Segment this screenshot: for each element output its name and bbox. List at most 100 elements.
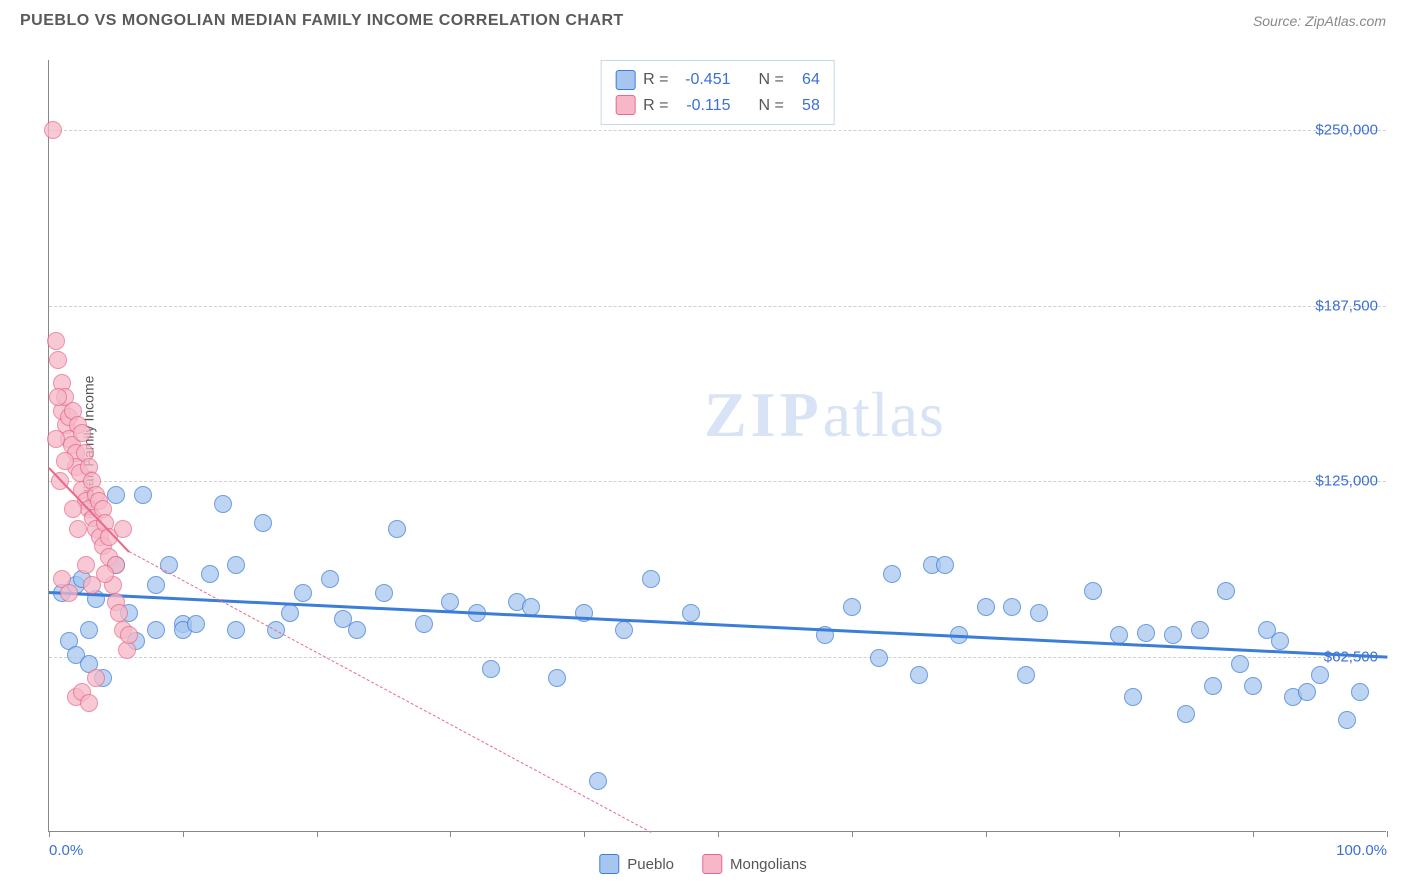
- x-tick-label: 100.0%: [1336, 842, 1387, 859]
- x-tick: [49, 831, 50, 837]
- data-point: [134, 486, 152, 504]
- x-tick: [718, 831, 719, 837]
- data-point: [147, 621, 165, 639]
- legend-r-value: -0.451: [677, 67, 731, 93]
- data-point: [227, 621, 245, 639]
- data-point: [49, 388, 67, 406]
- legend-swatch: [599, 854, 619, 874]
- x-tick: [317, 831, 318, 837]
- data-point: [388, 520, 406, 538]
- data-point: [110, 604, 128, 622]
- legend-n-label: N =: [759, 67, 784, 93]
- legend-swatch: [702, 854, 722, 874]
- data-point: [1017, 666, 1035, 684]
- chart-title: PUEBLO VS MONGOLIAN MEDIAN FAMILY INCOME…: [20, 12, 624, 30]
- data-point: [80, 621, 98, 639]
- legend-r-label: R =: [643, 93, 668, 119]
- legend-label: Pueblo: [627, 856, 674, 873]
- trend-line: [49, 591, 1387, 659]
- data-point: [120, 626, 138, 644]
- data-point: [1311, 666, 1329, 684]
- legend-n-value: 64: [792, 67, 820, 93]
- data-point: [977, 598, 995, 616]
- data-point: [73, 424, 91, 442]
- legend-row: R = -0.451 N = 64: [615, 67, 820, 93]
- data-point: [1231, 655, 1249, 673]
- series-legend: Pueblo Mongolians: [599, 854, 806, 874]
- data-point: [69, 520, 87, 538]
- gridline: [49, 481, 1386, 482]
- legend-swatch: [615, 70, 635, 90]
- data-point: [201, 565, 219, 583]
- data-point: [348, 621, 366, 639]
- data-point: [1204, 677, 1222, 695]
- x-tick: [183, 831, 184, 837]
- x-tick: [852, 831, 853, 837]
- data-point: [187, 615, 205, 633]
- data-point: [47, 430, 65, 448]
- data-point: [682, 604, 700, 622]
- watermark: ZIPatlas: [704, 378, 945, 452]
- data-point: [114, 520, 132, 538]
- legend-swatch: [615, 95, 635, 115]
- data-point: [80, 694, 98, 712]
- gridline: [49, 306, 1386, 307]
- data-point: [1124, 688, 1142, 706]
- data-point: [44, 121, 62, 139]
- data-point: [160, 556, 178, 574]
- x-tick: [450, 831, 451, 837]
- data-point: [49, 351, 67, 369]
- data-point: [883, 565, 901, 583]
- data-point: [214, 495, 232, 513]
- data-point: [1137, 624, 1155, 642]
- legend-n-value: 58: [792, 93, 820, 119]
- data-point: [77, 556, 95, 574]
- legend-r-label: R =: [643, 67, 668, 93]
- scatter-chart: ZIPatlas R =-0.451N =64R =-0.115N =58 $6…: [48, 60, 1386, 832]
- data-point: [870, 649, 888, 667]
- data-point: [910, 666, 928, 684]
- data-point: [1338, 711, 1356, 729]
- x-tick: [986, 831, 987, 837]
- data-point: [227, 556, 245, 574]
- data-point: [1298, 683, 1316, 701]
- data-point: [1271, 632, 1289, 650]
- data-point: [96, 565, 114, 583]
- data-point: [1003, 598, 1021, 616]
- data-point: [47, 332, 65, 350]
- data-point: [589, 772, 607, 790]
- data-point: [56, 452, 74, 470]
- chart-header: PUEBLO VS MONGOLIAN MEDIAN FAMILY INCOME…: [0, 0, 1406, 38]
- legend-n-label: N =: [759, 93, 784, 119]
- data-point: [1191, 621, 1209, 639]
- data-point: [281, 604, 299, 622]
- y-tick-label: $187,500: [1315, 297, 1378, 314]
- data-point: [1084, 582, 1102, 600]
- x-tick: [584, 831, 585, 837]
- x-tick: [1387, 831, 1388, 837]
- legend-item: Pueblo: [599, 854, 674, 874]
- data-point: [1164, 626, 1182, 644]
- data-point: [843, 598, 861, 616]
- gridline: [49, 130, 1386, 131]
- data-point: [254, 514, 272, 532]
- data-point: [1030, 604, 1048, 622]
- data-point: [936, 556, 954, 574]
- data-point: [147, 576, 165, 594]
- gridline: [49, 657, 1386, 658]
- x-tick-label: 0.0%: [49, 842, 83, 859]
- y-tick-label: $250,000: [1315, 122, 1378, 139]
- data-point: [415, 615, 433, 633]
- data-point: [64, 500, 82, 518]
- data-point: [441, 593, 459, 611]
- legend-item: Mongolians: [702, 854, 807, 874]
- y-tick-label: $125,000: [1315, 473, 1378, 490]
- data-point: [87, 669, 105, 687]
- x-tick: [1253, 831, 1254, 837]
- data-point: [294, 584, 312, 602]
- x-tick: [1119, 831, 1120, 837]
- data-point: [1177, 705, 1195, 723]
- correlation-legend: R =-0.451N =64R =-0.115N =58: [600, 60, 835, 125]
- data-point: [321, 570, 339, 588]
- data-point: [1351, 683, 1369, 701]
